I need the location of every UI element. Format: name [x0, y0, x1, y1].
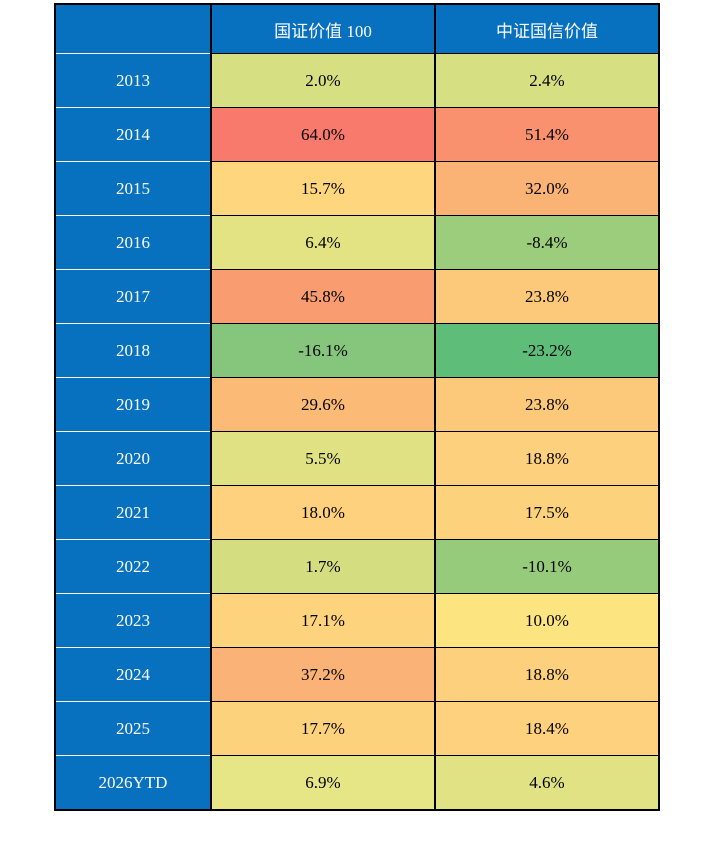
- corner-cell: [56, 5, 210, 54]
- table-row: 2021 18.0% 17.5%: [56, 486, 658, 540]
- annual-returns-heatmap-table: 国证价值 100 中证国信价值 2013 2.0% 2.4% 2014 64.0…: [54, 3, 660, 811]
- table-row: 2018 -16.1% -23.2%: [56, 324, 658, 378]
- year-cell: 2026YTD: [56, 756, 210, 809]
- table-row: 2019 29.6% 23.8%: [56, 378, 658, 432]
- value-cell: 5.5%: [210, 432, 434, 486]
- returns-table-wrapper: 国证价值 100 中证国信价值 2013 2.0% 2.4% 2014 64.0…: [54, 3, 660, 811]
- value-cell: 18.4%: [434, 702, 658, 756]
- table-row: 2015 15.7% 32.0%: [56, 162, 658, 216]
- year-cell: 2016: [56, 216, 210, 270]
- value-cell: 32.0%: [434, 162, 658, 216]
- value-cell: 45.8%: [210, 270, 434, 324]
- value-cell: 6.4%: [210, 216, 434, 270]
- value-cell: 17.1%: [210, 594, 434, 648]
- column-header-zhongzheng-guoxin-value: 中证国信价值: [434, 5, 658, 54]
- value-cell: 6.9%: [210, 756, 434, 809]
- table-row: 2025 17.7% 18.4%: [56, 702, 658, 756]
- year-cell: 2023: [56, 594, 210, 648]
- table-row: 2020 5.5% 18.8%: [56, 432, 658, 486]
- table-row: 2026YTD 6.9% 4.6%: [56, 756, 658, 809]
- value-cell: -8.4%: [434, 216, 658, 270]
- table-row: 2016 6.4% -8.4%: [56, 216, 658, 270]
- table-row: 2017 45.8% 23.8%: [56, 270, 658, 324]
- value-cell: 17.5%: [434, 486, 658, 540]
- value-cell: 51.4%: [434, 108, 658, 162]
- value-cell: 1.7%: [210, 540, 434, 594]
- table-row: 2024 37.2% 18.8%: [56, 648, 658, 702]
- year-cell: 2025: [56, 702, 210, 756]
- value-cell: 29.6%: [210, 378, 434, 432]
- year-cell: 2021: [56, 486, 210, 540]
- value-cell: 18.8%: [434, 432, 658, 486]
- year-cell: 2015: [56, 162, 210, 216]
- value-cell: 23.8%: [434, 270, 658, 324]
- table-row: 2022 1.7% -10.1%: [56, 540, 658, 594]
- value-cell: 17.7%: [210, 702, 434, 756]
- table-body: 2013 2.0% 2.4% 2014 64.0% 51.4% 2015 15.…: [56, 54, 658, 809]
- value-cell: 2.0%: [210, 54, 434, 108]
- table-row: 2013 2.0% 2.4%: [56, 54, 658, 108]
- value-cell: 23.8%: [434, 378, 658, 432]
- year-cell: 2019: [56, 378, 210, 432]
- year-cell: 2020: [56, 432, 210, 486]
- year-cell: 2013: [56, 54, 210, 108]
- table-row: 2014 64.0% 51.4%: [56, 108, 658, 162]
- year-cell: 2022: [56, 540, 210, 594]
- value-cell: 2.4%: [434, 54, 658, 108]
- value-cell: -10.1%: [434, 540, 658, 594]
- year-cell: 2014: [56, 108, 210, 162]
- value-cell: -23.2%: [434, 324, 658, 378]
- year-cell: 2018: [56, 324, 210, 378]
- value-cell: 64.0%: [210, 108, 434, 162]
- value-cell: 10.0%: [434, 594, 658, 648]
- value-cell: 37.2%: [210, 648, 434, 702]
- header-row: 国证价值 100 中证国信价值: [56, 5, 658, 54]
- value-cell: -16.1%: [210, 324, 434, 378]
- column-header-guozheng-value-100: 国证价值 100: [210, 5, 434, 54]
- value-cell: 18.0%: [210, 486, 434, 540]
- table-header: 国证价值 100 中证国信价值: [56, 5, 658, 54]
- year-cell: 2017: [56, 270, 210, 324]
- table-row: 2023 17.1% 10.0%: [56, 594, 658, 648]
- year-cell: 2024: [56, 648, 210, 702]
- value-cell: 18.8%: [434, 648, 658, 702]
- value-cell: 15.7%: [210, 162, 434, 216]
- value-cell: 4.6%: [434, 756, 658, 809]
